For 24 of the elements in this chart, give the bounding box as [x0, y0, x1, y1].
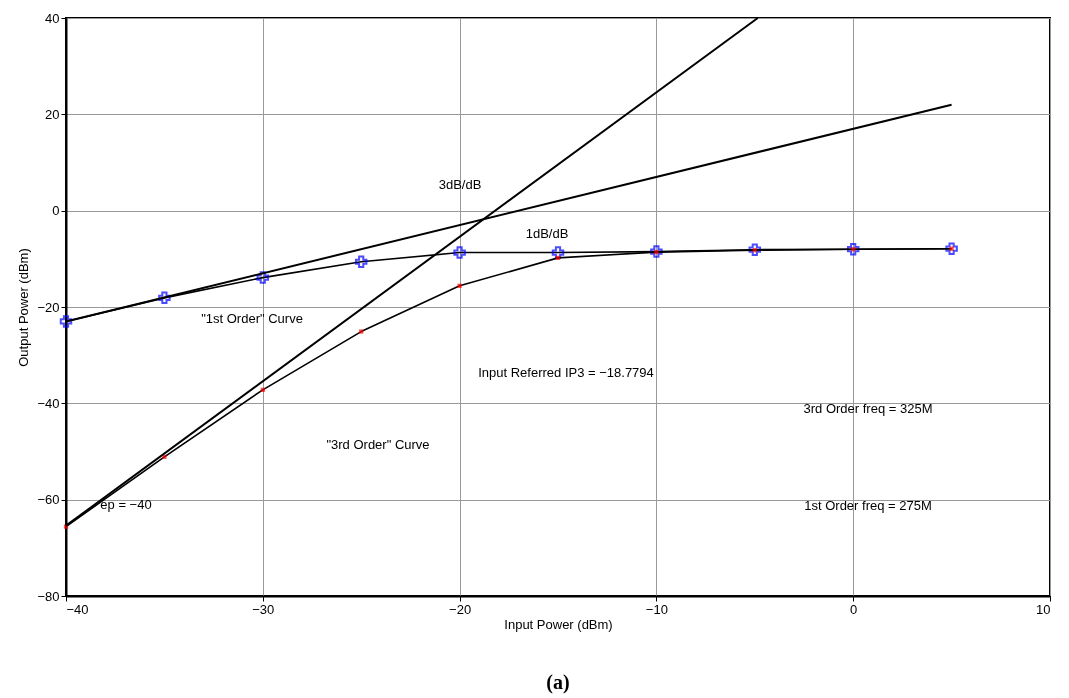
x-tick-label: 0	[850, 601, 858, 617]
y-tick-label: −60	[37, 492, 60, 508]
annotation: "3rd Order" Curve	[326, 437, 430, 452]
y-tick-label: −40	[37, 395, 60, 411]
annotation: 1dB/dB	[525, 226, 569, 241]
y-tick-label: 20	[45, 106, 60, 122]
annotation: Input Referred IP3 = −18.7794	[478, 365, 654, 380]
annotation: 3dB/dB	[438, 177, 482, 192]
annotation: "1st Order" Curve	[201, 311, 303, 326]
x-tick-label: 10	[1036, 601, 1051, 617]
annotation: ep = −40	[100, 497, 152, 512]
y-tick-label: 40	[45, 10, 60, 26]
y-tick-label: 0	[52, 203, 60, 219]
y-axis-title: Output Power (dBm)	[16, 248, 32, 367]
annotation: 1st Order freq = 275M	[804, 498, 932, 513]
x-axis-title: Input Power (dBm)	[504, 616, 613, 632]
x-tick-label: −40	[66, 601, 89, 617]
x-tick-label: −20	[449, 601, 472, 617]
annotation: 3rd Order freq = 325M	[803, 401, 933, 416]
x-tick-label: −30	[252, 601, 275, 617]
x-tick-label: −10	[645, 601, 668, 617]
y-tick-label: −80	[37, 588, 60, 604]
text: (a)	[546, 671, 570, 694]
y-tick-label: −20	[37, 299, 60, 315]
